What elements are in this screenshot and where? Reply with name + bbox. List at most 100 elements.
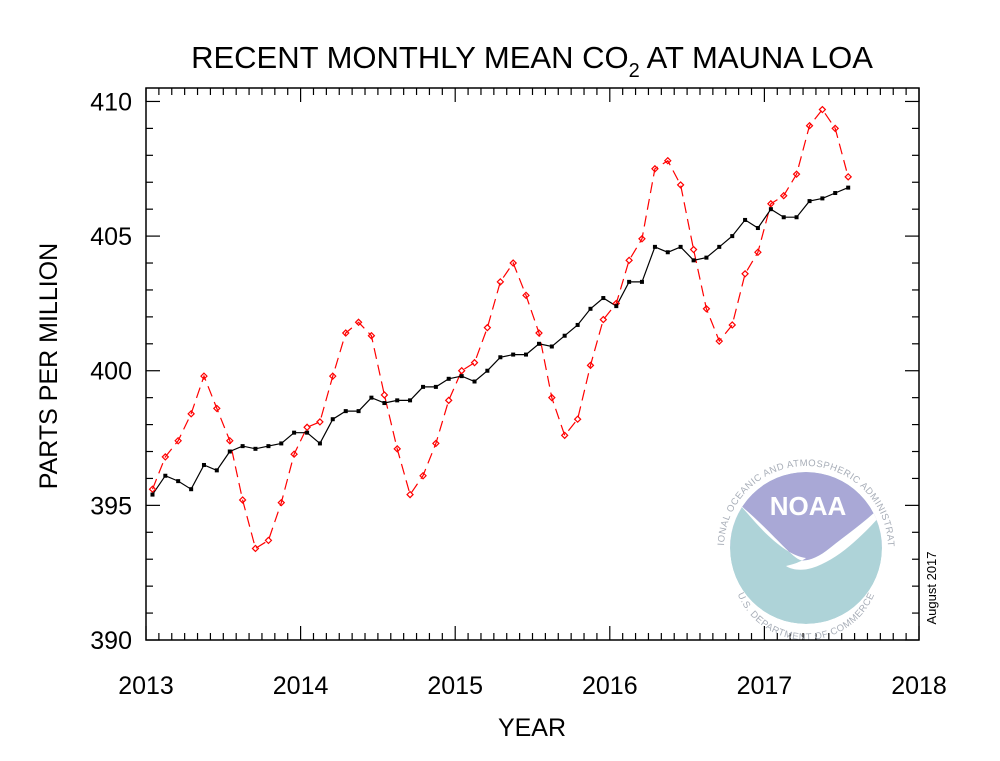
- trend-point: [317, 441, 322, 446]
- trend-point: [279, 441, 284, 446]
- monthly-mean-point: [432, 439, 440, 448]
- trend-point: [163, 473, 168, 478]
- trend-point: [176, 479, 181, 484]
- title-subscript: 2: [629, 60, 640, 82]
- monthly-mean-point: [316, 418, 324, 426]
- trend-point: [562, 333, 567, 338]
- trend-point: [820, 196, 825, 201]
- monthly-mean-point: [676, 181, 685, 189]
- logo-sky: [730, 472, 882, 561]
- trend-point: [472, 379, 477, 384]
- chart-title: RECENT MONTHLY MEAN CO2 AT MAUNA LOA: [191, 40, 873, 82]
- monthly-mean-point: [779, 191, 788, 200]
- monthly-mean-point: [535, 329, 543, 337]
- monthly-mean-point: [586, 361, 595, 370]
- trend-point: [253, 446, 258, 451]
- monthly-mean-point: [689, 245, 698, 254]
- monthly-mean-point: [625, 256, 633, 265]
- date-note: August 2017: [924, 551, 939, 624]
- y-tick-label: 400: [90, 358, 132, 386]
- data-series: [148, 105, 853, 553]
- trend-point: [408, 398, 413, 403]
- monthly-mean-point: [754, 248, 762, 257]
- x-axis-label: YEAR: [498, 714, 566, 742]
- monthly-mean-point: [419, 471, 427, 480]
- monthly-mean-point: [741, 269, 749, 278]
- monthly-mean-point: [264, 536, 273, 545]
- monthly-mean-point: [470, 358, 479, 367]
- monthly-mean-point: [844, 173, 853, 181]
- trend-point: [459, 374, 464, 379]
- monthly-mean-point: [277, 498, 286, 507]
- y-tick-label: 390: [90, 627, 132, 655]
- monthly-mean-point: [444, 396, 453, 405]
- y-tick-label: 405: [90, 223, 132, 251]
- trend-point: [433, 384, 438, 389]
- monthly-mean-point: [599, 315, 608, 324]
- trend-point: [395, 398, 400, 403]
- monthly-mean-point: [393, 444, 402, 453]
- trend-point: [240, 444, 245, 449]
- monthly-mean-point: [303, 423, 311, 432]
- monthly-mean-point: [251, 544, 260, 553]
- monthly-mean-point: [200, 372, 208, 380]
- trend-point: [305, 430, 310, 435]
- trend-point: [549, 344, 554, 349]
- trend-point: [356, 409, 361, 414]
- trend-point: [382, 401, 387, 406]
- trend-point: [511, 352, 516, 357]
- monthly-mean-point: [728, 321, 737, 329]
- monthly-mean-point: [341, 329, 350, 337]
- logo-ring-top-text: NATIONAL OCEANIC AND ATMOSPHERIC ADMINIS…: [0, 0, 896, 547]
- monthly-mean-point: [560, 431, 569, 440]
- monthly-mean-point: [225, 436, 234, 445]
- monthly-mean-point: [290, 450, 298, 459]
- monthly-mean-point: [148, 485, 157, 494]
- trend-point: [150, 492, 155, 497]
- series-line-monthly-mean: [151, 108, 849, 550]
- logo-bird: [740, 505, 882, 570]
- trend-point: [846, 185, 851, 190]
- trend-point: [652, 244, 657, 249]
- trend-point: [717, 244, 722, 249]
- trend-point: [266, 444, 271, 449]
- monthly-mean-point: [496, 278, 505, 286]
- monthly-mean-point: [354, 318, 363, 327]
- trend-point: [833, 191, 838, 196]
- monthly-mean-point: [212, 404, 221, 413]
- trend-point: [524, 352, 529, 357]
- trend-point: [227, 449, 232, 454]
- monthly-mean-point: [380, 391, 389, 399]
- monthly-mean-point: [547, 393, 556, 402]
- trend-point: [292, 430, 297, 435]
- monthly-mean-point: [174, 436, 183, 445]
- y-tick-label: 410: [90, 88, 132, 116]
- monthly-mean-point: [767, 199, 775, 208]
- trend-point: [781, 215, 786, 220]
- trend-point: [485, 368, 490, 373]
- monthly-mean-point: [367, 331, 376, 340]
- x-tick-label: 2014: [273, 672, 329, 700]
- trend-point: [678, 244, 683, 249]
- trend-point: [343, 409, 348, 414]
- monthly-mean-point: [573, 415, 582, 424]
- trend-point: [369, 395, 374, 400]
- trend-point: [704, 255, 709, 260]
- trend-point: [614, 304, 619, 309]
- trend-point: [768, 207, 773, 212]
- monthly-mean-point: [187, 409, 195, 418]
- trend-point: [330, 417, 335, 422]
- trend-point: [214, 468, 219, 473]
- x-tick-label: 2013: [118, 672, 174, 700]
- trend-point: [807, 199, 812, 204]
- monthly-mean-point: [651, 164, 659, 173]
- monthly-mean-point: [457, 366, 466, 375]
- x-tick-label: 2018: [891, 672, 947, 700]
- monthly-mean-point: [805, 121, 814, 130]
- trend-point: [498, 355, 503, 360]
- monthly-mean-point: [638, 234, 646, 243]
- plot-frame: [145, 87, 920, 641]
- monthly-mean-point: [715, 337, 724, 345]
- trend-point: [743, 217, 748, 222]
